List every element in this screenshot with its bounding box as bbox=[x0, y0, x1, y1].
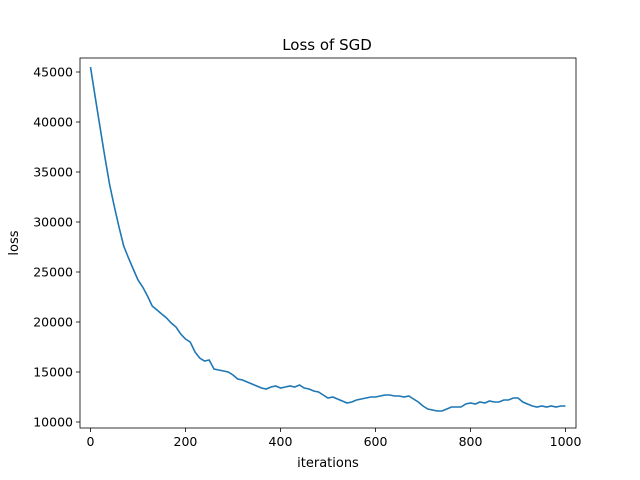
y-axis-label: loss bbox=[7, 230, 22, 255]
y-tick-label: 45000 bbox=[33, 65, 73, 80]
y-tick-label: 35000 bbox=[33, 165, 73, 180]
y-axis: 10000 15000 20000 25000 30000 35000 40000 45000 bbox=[33, 65, 80, 430]
axes-frame bbox=[79, 57, 577, 429]
x-tick-label: 600 bbox=[364, 434, 388, 449]
x-tick-label: 400 bbox=[269, 434, 293, 449]
y-tick-label: 20000 bbox=[33, 315, 73, 330]
y-tick-label: 40000 bbox=[33, 115, 73, 130]
plot-area bbox=[79, 57, 577, 429]
y-tick-label: 10000 bbox=[33, 415, 73, 430]
y-tick-label: 25000 bbox=[33, 265, 73, 280]
x-axis: 0 200 400 600 800 1000 bbox=[86, 428, 582, 449]
x-axis-label: iterations bbox=[297, 456, 359, 471]
series-line-loss bbox=[89, 66, 566, 412]
y-tick-label: 15000 bbox=[33, 365, 73, 380]
x-tick-label: 0 bbox=[86, 434, 94, 449]
chart-title: Loss of SGD bbox=[282, 36, 372, 54]
x-tick-label: 800 bbox=[459, 434, 483, 449]
y-tick-label: 30000 bbox=[33, 215, 73, 230]
x-tick-label: 200 bbox=[174, 434, 198, 449]
x-tick-label: 1000 bbox=[550, 434, 582, 449]
